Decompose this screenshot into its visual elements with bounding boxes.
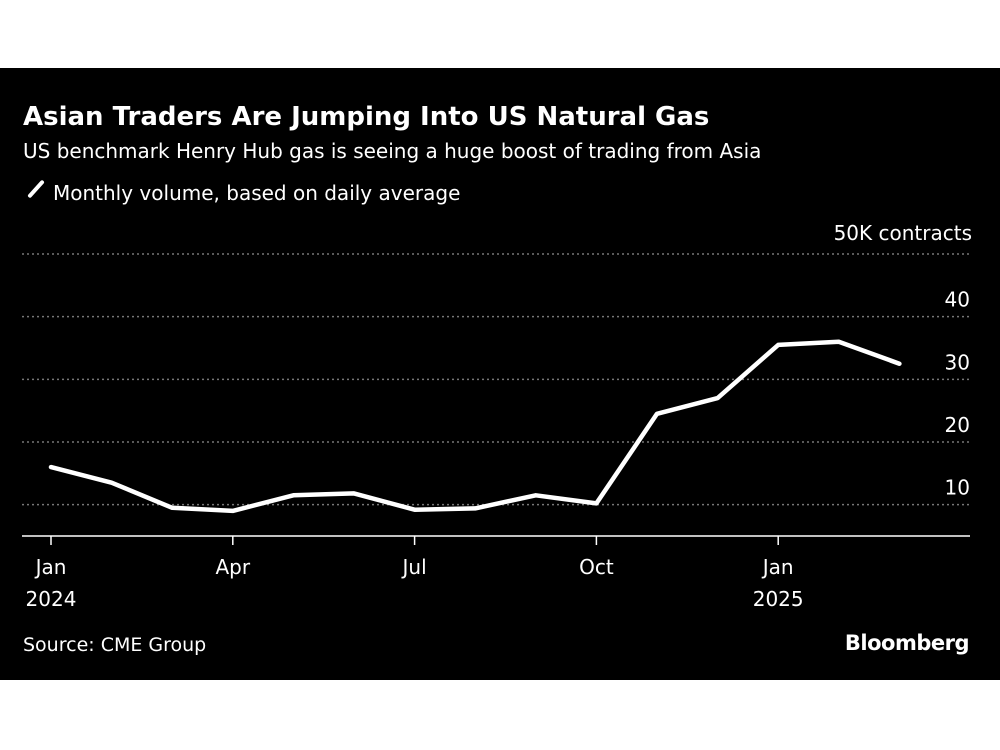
y-tick-label: 30 <box>945 350 970 374</box>
legend-label: Monthly volume, based on daily average <box>53 181 461 205</box>
data-point <box>837 340 841 344</box>
series-line-0 <box>48 339 902 514</box>
data-point <box>170 506 174 510</box>
line-chart: 50K contracts 10 20 30 40 Jan 2024 Apr Jul Oct Jan… <box>22 221 972 611</box>
data-point <box>776 343 780 347</box>
data-point <box>473 506 477 510</box>
data-point <box>534 493 538 497</box>
data-point <box>352 491 356 495</box>
x-tick-label: Jul <box>401 555 427 579</box>
x-tick-year-label: 2025 <box>753 587 804 611</box>
x-tick-year-label: 2024 <box>26 587 77 611</box>
chart-title: Asian Traders Are Jumping Into US Natura… <box>23 102 710 132</box>
data-point <box>655 412 659 416</box>
data-point <box>897 362 901 366</box>
x-tick-label: Oct <box>579 555 614 579</box>
bloomberg-logo: Bloomberg <box>844 631 970 655</box>
x-tick-label: Apr <box>215 555 250 579</box>
unit-label: 50K contracts <box>834 221 972 245</box>
data-point <box>49 465 53 469</box>
y-tick-label: 40 <box>945 288 970 312</box>
chart-panel: 50K contracts 10 20 30 40 Jan 2024 Apr Jul Oct Jan… <box>0 68 1000 680</box>
y-tick-label: 10 <box>945 476 970 500</box>
source-note: Source: CME Group <box>23 634 207 656</box>
data-point <box>291 493 295 497</box>
data-point <box>413 508 417 512</box>
data-point <box>716 396 720 400</box>
data-point <box>231 509 235 513</box>
data-point <box>594 501 598 505</box>
y-tick-label: 20 <box>945 413 970 437</box>
x-tick-label: Jan <box>761 555 794 579</box>
chart-subtitle: US benchmark Henry Hub gas is seeing a h… <box>23 139 762 163</box>
x-tick-label: Jan <box>34 555 67 579</box>
data-point <box>110 481 114 485</box>
